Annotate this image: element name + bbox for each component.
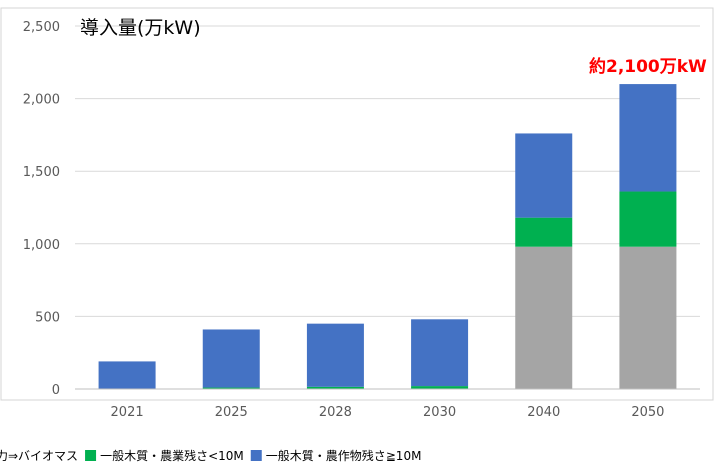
bar-segment xyxy=(98,361,156,389)
x-axis-ticks: 2021 2025 2028 2030 2040 2050 xyxy=(111,405,665,420)
bar-segment xyxy=(411,319,469,387)
bar-segment xyxy=(202,329,260,388)
y-tick-label: 500 xyxy=(35,310,60,325)
legend-swatch xyxy=(85,450,97,461)
bar-segment xyxy=(306,386,364,389)
legend-swatch xyxy=(250,450,262,461)
x-tick-label: 2025 xyxy=(215,405,248,420)
bar-segment xyxy=(515,246,573,389)
legend-label: 一般木質・農業残さ<10M xyxy=(100,448,244,463)
bar-segment xyxy=(515,217,573,247)
bars xyxy=(98,84,677,389)
x-tick-label: 2030 xyxy=(423,405,456,420)
legend-label: 一般木質・農作物残さ≧10M xyxy=(266,448,422,463)
bar-segment xyxy=(411,386,469,389)
y-tick-label: 2,500 xyxy=(23,20,60,35)
y-tick-label: 1,500 xyxy=(23,165,60,180)
y-tick-label: 2,000 xyxy=(23,93,60,108)
legend: 非効率石炭火力⇒バイオマス 一般木質・農業残さ<10M 一般木質・農作物残さ≧10M xyxy=(0,448,421,463)
x-tick-label: 2028 xyxy=(319,405,352,420)
bar-segment xyxy=(306,323,364,387)
total-annotation: 約2,100万kW xyxy=(589,56,707,77)
y-axis-ticks: 0 500 1,000 1,500 2,000 2,500 xyxy=(23,20,60,398)
legend-label: 非効率石炭火力⇒バイオマス xyxy=(0,448,78,463)
y-tick-label: 0 xyxy=(52,383,60,398)
x-tick-label: 2040 xyxy=(527,405,560,420)
bar-segment xyxy=(619,191,677,247)
y-tick-label: 1,000 xyxy=(23,238,60,253)
x-tick-label: 2021 xyxy=(111,405,144,420)
bar-segment xyxy=(619,84,677,192)
chart-title: 導入量(万kW) xyxy=(80,17,201,39)
bar-segment xyxy=(515,133,573,218)
x-tick-label: 2050 xyxy=(631,405,664,420)
bar-segment xyxy=(202,387,260,389)
gridlines xyxy=(75,25,700,317)
bar-segment xyxy=(619,246,677,389)
